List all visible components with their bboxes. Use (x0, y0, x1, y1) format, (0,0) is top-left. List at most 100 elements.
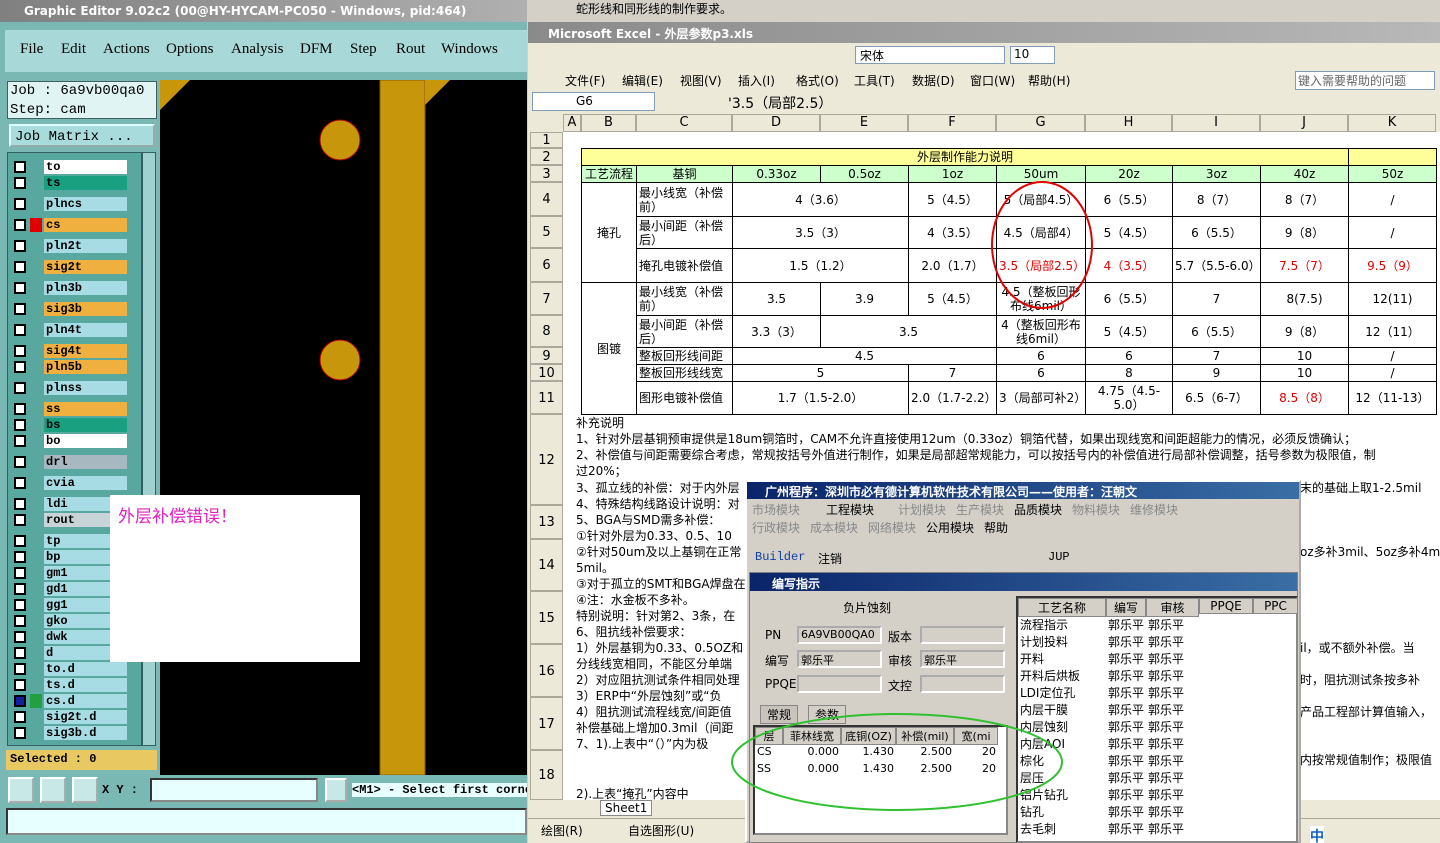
layer-checkbox[interactable] (14, 498, 26, 510)
layer-name[interactable]: bo (44, 434, 127, 448)
menu-item[interactable]: Windows (441, 41, 498, 57)
module-menu[interactable]: 品质模块 (1014, 503, 1063, 517)
field-input[interactable]: 郭乐平 (920, 650, 1005, 668)
layer-checkbox[interactable] (14, 599, 26, 611)
layer-checkbox[interactable] (14, 567, 26, 579)
tool-button[interactable] (40, 777, 66, 803)
excel-menu-item[interactable]: 格式(O) (796, 74, 839, 88)
layer-name[interactable]: sig2t (44, 260, 127, 274)
menu-item[interactable]: DFM (300, 41, 333, 57)
layer-checkbox[interactable] (14, 303, 26, 315)
sheet-tab[interactable]: Sheet1 (600, 800, 653, 816)
field-input[interactable]: 6A9VB00QA0 (797, 626, 882, 644)
layer-name[interactable]: gd1 (44, 582, 127, 596)
toolbar-button[interactable]: JUP (1048, 550, 1070, 564)
layer-name[interactable]: plnss (44, 381, 127, 395)
excel-menu-item[interactable]: 帮助(H) (1028, 74, 1071, 88)
layer-name[interactable]: cs (44, 218, 127, 232)
autoshape-menu[interactable]: 自选图形(U) (628, 824, 695, 838)
layer-checkbox[interactable] (14, 361, 26, 373)
module-menu[interactable]: 公用模块 (926, 521, 975, 535)
layer-name[interactable]: pln2t (44, 239, 127, 253)
menu-item[interactable]: Rout (396, 41, 426, 57)
layer-checkbox[interactable] (14, 240, 26, 252)
layer-name[interactable]: plncs (44, 197, 127, 211)
layer-name[interactable]: ldi (44, 497, 127, 511)
font-box[interactable] (855, 46, 1005, 64)
layer-checkbox[interactable] (14, 456, 26, 468)
layer-checkbox[interactable] (14, 161, 26, 173)
field-input[interactable]: 郭乐平 (797, 650, 882, 668)
excel-menu-item[interactable]: 数据(D) (912, 74, 955, 88)
excel-menu-item[interactable]: 文件(F) (565, 74, 606, 88)
layer-name[interactable]: ts (44, 176, 127, 190)
module-menu[interactable]: 帮助 (984, 521, 1009, 535)
field-input[interactable] (920, 626, 1005, 644)
layer-checkbox[interactable] (14, 551, 26, 563)
menu-item[interactable]: Actions (103, 41, 150, 57)
module-menu[interactable]: 行政模块 (752, 521, 801, 535)
layer-name[interactable]: dwk (44, 630, 127, 644)
layer-checkbox[interactable] (14, 727, 26, 739)
tab[interactable]: 常规 (760, 705, 799, 724)
module-menu[interactable]: 生产模块 (956, 503, 1005, 517)
layer-name[interactable]: sig3b (44, 302, 127, 316)
layer-checkbox[interactable] (14, 535, 26, 547)
menu-item[interactable]: File (20, 41, 44, 57)
name-box[interactable] (532, 92, 655, 111)
module-menu[interactable]: 市场模块 (752, 503, 801, 517)
layer-checkbox[interactable] (14, 282, 26, 294)
excel-menu-item[interactable]: 工具(T) (854, 74, 895, 88)
field-input[interactable] (920, 675, 1005, 693)
layer-name[interactable]: ts.d (44, 678, 127, 692)
layer-checkbox[interactable] (14, 261, 26, 273)
toolbar-button[interactable]: 注销 (818, 553, 843, 567)
layer-checkbox[interactable] (14, 647, 26, 659)
layer-checkbox[interactable] (14, 435, 26, 447)
confirm-button[interactable] (325, 778, 347, 802)
layer-name[interactable]: to.d (44, 662, 127, 676)
layer-name[interactable]: bs (44, 418, 127, 432)
tool-button[interactable] (72, 777, 98, 803)
excel-menu-item[interactable]: 插入(I) (738, 74, 775, 88)
menu-item[interactable]: Step (350, 41, 377, 57)
draw-menu[interactable]: 绘图(R) (541, 824, 583, 838)
menu-item[interactable]: Edit (61, 41, 86, 57)
layer-name[interactable]: cvia (44, 476, 127, 490)
layer-checkbox[interactable] (14, 514, 26, 526)
command-line[interactable] (6, 808, 527, 835)
layer-name[interactable]: cs.d (44, 694, 127, 708)
tab[interactable]: 参数 (808, 705, 847, 724)
layer-name[interactable]: rout (44, 513, 127, 527)
layer-name[interactable]: sig2t.d (44, 710, 127, 724)
excel-menu-item[interactable]: 编辑(E) (622, 74, 663, 88)
layer-name[interactable]: tp (44, 534, 127, 548)
excel-menu-item[interactable]: 视图(V) (680, 74, 722, 88)
module-menu[interactable]: 计划模块 (898, 503, 947, 517)
layer-checkbox[interactable] (14, 695, 26, 707)
layer-name[interactable]: sig4t (44, 344, 127, 358)
layer-name[interactable]: gm1 (44, 566, 127, 580)
field-input[interactable] (797, 675, 882, 693)
layer-checkbox[interactable] (14, 324, 26, 336)
layer-checkbox[interactable] (14, 345, 26, 357)
layer-checkbox[interactable] (14, 615, 26, 627)
layer-checkbox[interactable] (14, 403, 26, 415)
layer-checkbox[interactable] (14, 631, 26, 643)
layer-checkbox[interactable] (14, 711, 26, 723)
module-menu[interactable]: 网络模块 (868, 521, 917, 535)
layer-name[interactable]: pln4t (44, 323, 127, 337)
layer-checkbox[interactable] (14, 477, 26, 489)
layer-name[interactable]: pln5b (44, 360, 127, 374)
toolbar-button[interactable]: Builder (755, 550, 806, 564)
layer-name[interactable]: bp (44, 550, 127, 564)
excel-menu-item[interactable]: 窗口(W) (970, 74, 1016, 88)
layer-checkbox[interactable] (14, 177, 26, 189)
layer-checkbox[interactable] (14, 663, 26, 675)
help-box[interactable]: 键入需要帮助的问题 (1295, 71, 1435, 90)
layer-name[interactable]: drl (44, 455, 127, 469)
tool-button[interactable] (8, 777, 34, 803)
menu-item[interactable]: Analysis (231, 41, 284, 57)
layer-name[interactable]: ss (44, 402, 127, 416)
module-menu[interactable]: 物料模块 (1072, 503, 1121, 517)
